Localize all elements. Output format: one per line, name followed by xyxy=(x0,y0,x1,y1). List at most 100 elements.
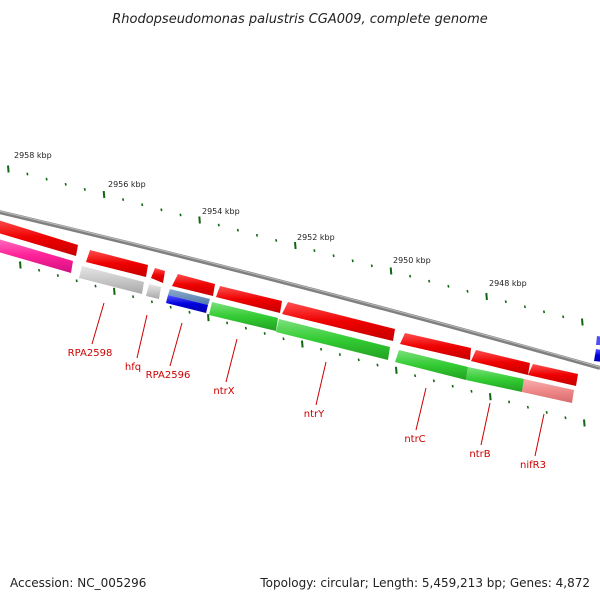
major-tick xyxy=(389,267,393,275)
genome-summary-text: Topology: circular; Length: 5,459,213 bp… xyxy=(260,576,590,590)
minor-tick xyxy=(263,332,266,335)
forward-strand-genes xyxy=(0,220,600,386)
major-tick xyxy=(301,340,304,348)
minor-tick xyxy=(428,279,431,283)
forward-gene xyxy=(596,336,600,345)
major-tick xyxy=(395,366,398,374)
kbp-label: 2950 kbp xyxy=(393,256,431,265)
minor-tick xyxy=(64,182,67,186)
position-ruler xyxy=(7,165,584,326)
minor-tick xyxy=(169,305,172,309)
minor-tick xyxy=(466,289,469,293)
minor-tick xyxy=(451,384,454,388)
minor-tick xyxy=(313,249,316,252)
kbp-label: 2954 kbp xyxy=(202,207,240,216)
minor-tick xyxy=(217,223,220,227)
forward-gene xyxy=(172,274,215,296)
gene-labels: RPA2598 hfq RPA2596 ntrX ntrY ntrC ntrB … xyxy=(68,348,546,471)
label-leaders xyxy=(91,302,545,457)
minor-tick xyxy=(150,300,153,304)
minor-tick xyxy=(542,310,546,314)
leader-line xyxy=(91,302,105,345)
gene-label-nifr3: nifR3 xyxy=(520,460,546,471)
major-tick xyxy=(198,216,201,224)
reverse-gene xyxy=(466,367,524,392)
minor-tick xyxy=(226,321,229,325)
leader-line xyxy=(480,402,491,446)
minor-tick xyxy=(83,188,86,191)
major-tick xyxy=(485,292,488,301)
kbp-label: 2958 kbp xyxy=(14,151,52,160)
minor-tick xyxy=(447,284,450,288)
reverse-gene xyxy=(168,289,210,305)
minor-tick xyxy=(357,358,360,362)
major-tick xyxy=(19,261,22,269)
leader-line xyxy=(315,361,327,406)
minor-tick xyxy=(38,268,41,272)
minor-tick xyxy=(470,389,473,393)
major-tick xyxy=(102,190,106,199)
minor-tick xyxy=(370,264,373,268)
inner-ruler xyxy=(19,261,586,427)
gene-label-ntrb: ntrB xyxy=(469,449,490,460)
forward-gene xyxy=(471,350,530,375)
minor-tick xyxy=(26,172,29,176)
minor-tick xyxy=(414,374,417,378)
accession-text: Accession: NC_005296 xyxy=(10,576,147,590)
minor-tick xyxy=(45,177,48,181)
minor-tick xyxy=(564,416,567,420)
map-title: Rhodopseudomonas palustris CGA009, compl… xyxy=(112,12,488,27)
minor-tick xyxy=(562,315,565,319)
reverse-gene xyxy=(395,350,468,380)
leader-line xyxy=(225,338,238,383)
reverse-gene xyxy=(209,302,278,331)
minor-tick xyxy=(275,239,278,242)
minor-tick xyxy=(132,295,135,299)
major-tick xyxy=(7,165,10,173)
minor-tick xyxy=(508,400,511,404)
forward-gene xyxy=(528,364,578,386)
minor-tick xyxy=(236,228,239,232)
kbp-label: 2952 kbp xyxy=(297,233,335,242)
forward-gene xyxy=(282,302,395,341)
minor-tick xyxy=(188,310,191,314)
forward-gene xyxy=(86,250,148,277)
forward-gene xyxy=(151,268,165,283)
leader-line xyxy=(136,314,148,359)
major-tick xyxy=(583,419,586,427)
minor-tick xyxy=(141,203,144,207)
minor-tick xyxy=(320,347,323,351)
reverse-gene xyxy=(166,295,208,313)
kbp-label: 2948 kbp xyxy=(489,279,527,288)
reverse-gene xyxy=(146,284,161,299)
gene-label-ntrx: ntrX xyxy=(213,386,234,397)
reverse-gene xyxy=(522,379,574,403)
major-tick xyxy=(489,393,492,401)
major-tick xyxy=(294,241,297,250)
minor-tick xyxy=(409,274,412,278)
minor-tick xyxy=(160,208,163,212)
major-tick xyxy=(581,318,584,326)
minor-tick xyxy=(75,279,78,283)
minor-tick xyxy=(432,379,435,383)
reverse-gene xyxy=(594,349,600,362)
minor-tick xyxy=(179,213,182,217)
gene-label-rpa2598: RPA2598 xyxy=(68,348,113,359)
forward-gene xyxy=(216,286,282,313)
minor-tick xyxy=(526,405,529,409)
major-tick xyxy=(207,314,210,322)
gene-label-ntrc: ntrC xyxy=(404,434,425,445)
major-tick xyxy=(113,287,116,295)
minor-tick xyxy=(244,326,247,330)
forward-gene xyxy=(400,333,471,360)
minor-tick xyxy=(504,300,507,304)
minor-tick xyxy=(351,259,354,263)
kbp-labels: 2958 kbp 2956 kbp 2954 kbp 2952 kbp 2950… xyxy=(14,151,527,288)
kbp-label: 2956 kbp xyxy=(108,180,146,189)
gene-label-hfq: hfq xyxy=(125,362,141,373)
minor-tick xyxy=(56,274,59,277)
gene-label-ntry: ntrY xyxy=(304,409,325,420)
reverse-strand-genes xyxy=(0,239,600,403)
leader-line xyxy=(415,387,427,431)
